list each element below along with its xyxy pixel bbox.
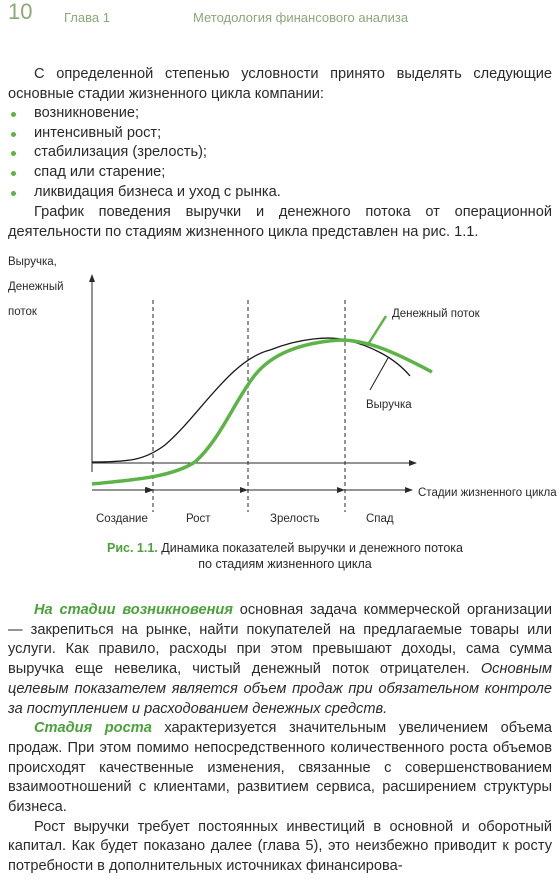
page-number: 10 (8, 0, 33, 24)
paragraph: На стадии возникновения основная задача … (8, 601, 552, 719)
text-run: Основным целевым показателем является об… (8, 661, 552, 717)
figure: Выручка, Денежный поток Денежный поток В… (8, 256, 557, 525)
y-axis-label: поток (8, 306, 38, 318)
stage-label: Зрелость (270, 513, 320, 525)
cash-flow-curve (91, 338, 433, 486)
intro: С определенной степенью условности приня… (8, 66, 552, 102)
stage-label: Создание (96, 513, 148, 525)
caption-text: Динамика показателей выручки и денежного… (161, 541, 463, 571)
paragraph: Рост выручки требует постоянных инвестиц… (8, 818, 552, 877)
x-axis-label: Стадии жизненного цикла (418, 487, 557, 499)
chapter: Глава 1 (64, 10, 110, 25)
list-item: интенсивный рост; (8, 124, 552, 144)
figure-intro: График поведения выручки и денежного пот… (8, 204, 552, 240)
revenue-curve (91, 337, 411, 463)
running-title: Методология финансового анализа (193, 10, 409, 25)
y-axis-label: Выручка, (8, 256, 57, 268)
text-run: характеризуется значительным увеличением… (8, 720, 552, 816)
stage-label: Рост (186, 513, 211, 525)
stage-label: Спад (366, 513, 394, 525)
stages-list: возникновение; интенсивный рост; стабилиза… (8, 104, 552, 203)
text-run: Рост выручки требует постоянных инвестиц… (8, 818, 552, 875)
paragraph: Стадия роста характеризуется значительны… (8, 719, 552, 818)
list-item: возникновение; (8, 104, 552, 124)
body: На стадии возникновения основная задача … (8, 601, 552, 877)
curve-label: Денежный поток (392, 308, 481, 320)
term: На стадии возникновения (34, 602, 233, 618)
revenue-pointer (369, 357, 389, 391)
curve-label: Выручка (366, 399, 412, 411)
list-item: спад или старение; (8, 163, 552, 183)
text-run: основная задача коммерческой организации… (8, 602, 552, 678)
list-item: стабилизация (зрелость); (8, 143, 552, 163)
term: Стадия роста (34, 720, 152, 737)
caption-label: Рис. 1.1. (107, 541, 158, 555)
list-item: ликвидация бизнеса и уход с рынка. (8, 183, 552, 203)
caption: Рис. 1.1. Динамика показателей выручки и… (100, 540, 470, 572)
stage-dividers (152, 300, 346, 512)
y-axis-label: Денежный (8, 281, 64, 293)
cash-flow-pointer (365, 315, 388, 347)
